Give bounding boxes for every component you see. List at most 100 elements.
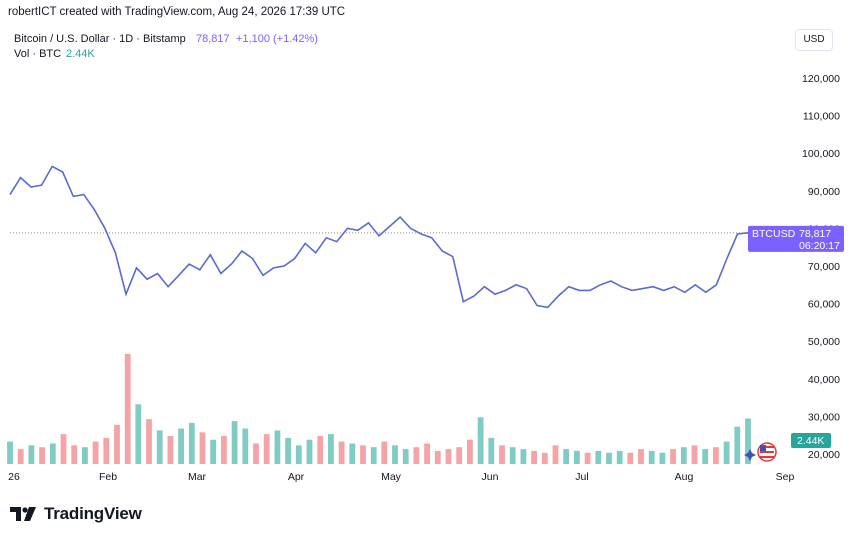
volume-bar xyxy=(424,443,430,464)
y-tick-label: 70,000 xyxy=(808,261,840,273)
tradingview-logo: TradingView xyxy=(10,504,142,524)
currency-button[interactable]: USD xyxy=(795,29,833,51)
volume-bar xyxy=(253,443,259,464)
volume-bar xyxy=(723,441,730,464)
volume-bar xyxy=(381,441,388,464)
volume-bar xyxy=(178,428,184,464)
volume-tag: 2.44K xyxy=(791,433,831,448)
volume-bar xyxy=(638,449,644,464)
x-tick-label: Feb xyxy=(99,471,117,483)
y-tick-label: 120,000 xyxy=(802,73,840,85)
sparkle-icon[interactable] xyxy=(744,449,756,461)
y-tick-label: 110,000 xyxy=(803,111,840,123)
volume-bar xyxy=(92,441,99,464)
volume-bar xyxy=(392,445,398,464)
y-tick-label: 60,000 xyxy=(808,299,840,311)
x-tick-label: 26 xyxy=(8,471,20,483)
header-change: +1,100 (+1.42%) xyxy=(236,33,318,45)
volume-bar xyxy=(627,452,634,464)
volume-bar xyxy=(360,445,366,464)
volume-value: 2.44K xyxy=(66,48,95,60)
volume-bar xyxy=(338,441,345,464)
flag-icon[interactable] xyxy=(757,442,777,462)
price-axis[interactable]: 120,000110,000100,00090,00080,00070,0006… xyxy=(802,73,840,461)
time-axis[interactable]: 26 Feb Mar Apr May Jun Jul Aug Sep xyxy=(8,471,794,483)
symbol-title: Bitcoin / U.S. Dollar · 1D · Bitstamp xyxy=(14,33,186,45)
volume-bar xyxy=(135,404,142,464)
y-tick-label: 30,000 xyxy=(808,411,840,423)
volume-bar xyxy=(370,447,377,464)
volume-bar xyxy=(306,439,313,464)
volume-bar xyxy=(114,424,120,464)
attribution-text: robertICT created with TradingView.com, … xyxy=(8,6,346,18)
price-tag-price: 78,817 xyxy=(799,228,831,240)
price-tag-bg xyxy=(748,225,844,252)
volume-bar xyxy=(691,445,698,464)
volume-bar xyxy=(82,447,88,464)
volume-bar xyxy=(713,447,719,464)
volume-bar xyxy=(349,443,356,464)
volume-bar xyxy=(531,450,537,464)
volume-bar xyxy=(467,439,473,464)
price-tag: BTCUSD 78,817 06:20:17 xyxy=(748,225,844,252)
volume-bar xyxy=(509,447,516,464)
chart-header: Bitcoin / U.S. Dollar · 1D · Bitstamp 78… xyxy=(14,33,318,60)
y-tick-label: 100,000 xyxy=(802,148,840,160)
price-line xyxy=(9,165,749,309)
x-tick-label: Jun xyxy=(482,471,499,483)
volume-bar xyxy=(71,445,78,464)
x-tick-label: May xyxy=(381,471,402,483)
volume-bar xyxy=(402,449,409,464)
tradingview-logo-icon xyxy=(10,507,36,521)
volume-bar xyxy=(456,447,463,464)
x-tick-label: Aug xyxy=(675,471,694,483)
volume-bar xyxy=(28,445,35,464)
volume-bar xyxy=(231,421,238,464)
x-tick-label: Mar xyxy=(188,471,207,483)
price-tag-symbol: BTCUSD xyxy=(752,228,796,240)
volume-bar xyxy=(17,449,24,464)
volume-bar xyxy=(156,430,163,464)
volume-bar xyxy=(445,449,452,464)
volume-bar xyxy=(210,439,217,464)
volume-bar xyxy=(541,452,548,464)
volume-label: Vol · BTC xyxy=(14,48,61,60)
x-tick-label: Apr xyxy=(288,471,305,483)
volume-bar xyxy=(39,447,45,464)
volume-bars xyxy=(7,353,751,464)
volume-bar xyxy=(146,419,152,464)
volume-bar xyxy=(670,449,676,464)
volume-bar xyxy=(584,452,591,464)
volume-tag-value: 2.44K xyxy=(797,435,824,447)
volume-bar xyxy=(734,426,741,464)
x-tick-label: Jul xyxy=(575,471,588,483)
volume-bar xyxy=(317,436,324,464)
header-price: 78,817 xyxy=(196,33,230,45)
volume-bar xyxy=(295,445,302,464)
tradingview-wordmark: TradingView xyxy=(44,504,142,523)
volume-bar xyxy=(221,436,227,464)
volume-bar xyxy=(595,450,602,464)
y-tick-label: 40,000 xyxy=(808,374,840,386)
volume-bar xyxy=(488,437,495,464)
volume-bar xyxy=(285,437,291,464)
volume-tag-bg xyxy=(791,433,831,448)
volume-bar xyxy=(702,449,709,464)
volume-bar xyxy=(434,450,441,464)
volume-bar xyxy=(188,422,195,464)
x-tick-label: Sep xyxy=(776,471,795,483)
volume-bar xyxy=(574,450,580,464)
volume-bar xyxy=(167,436,174,464)
volume-bar xyxy=(552,445,559,464)
volume-bar xyxy=(49,443,56,464)
volume-bar xyxy=(606,452,612,464)
volume-bar xyxy=(499,445,505,464)
volume-bar xyxy=(242,428,249,464)
volume-bar xyxy=(124,353,131,464)
volume-bar xyxy=(616,450,623,464)
volume-bar xyxy=(477,417,484,464)
volume-bar xyxy=(680,447,687,464)
y-tick-label: 50,000 xyxy=(808,336,840,348)
price-tag-countdown: 06:20:17 xyxy=(799,240,840,252)
